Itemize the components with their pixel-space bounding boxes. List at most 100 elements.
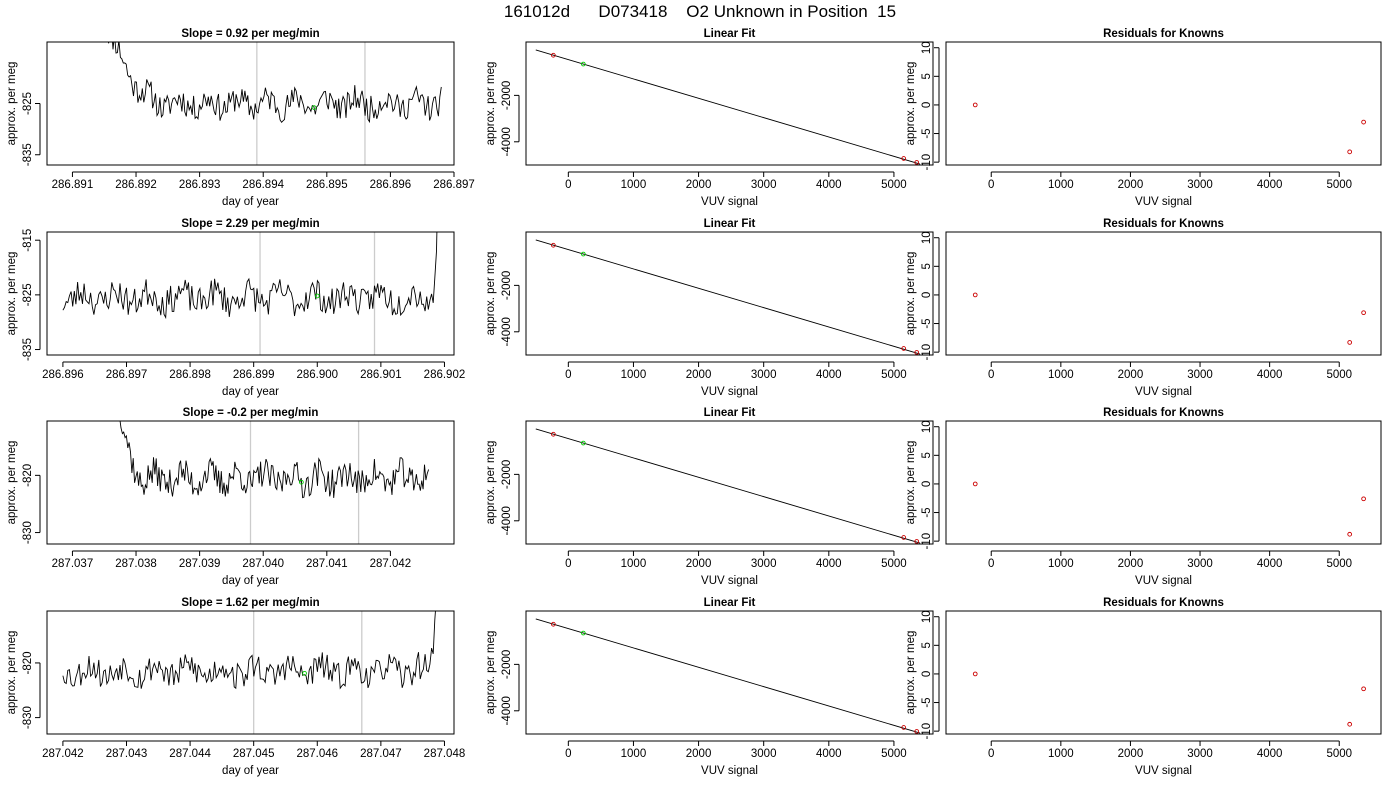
x-axis-label: VUV signal — [1135, 765, 1192, 777]
x-tick-label: 4000 — [816, 179, 842, 191]
x-axis: 0 1000 2000 3000 4000 5000 — [565, 361, 907, 381]
x-tick-label: 287.048 — [424, 748, 466, 760]
x-tick-label: 286.899 — [233, 369, 275, 381]
x-tick-label: 3000 — [751, 558, 777, 570]
x-tick-label: 2000 — [686, 179, 712, 191]
x-tick-label: 0 — [565, 748, 571, 760]
x-tick-label: 5000 — [881, 179, 907, 191]
y-tick-label: -825 — [22, 283, 34, 306]
panel-0-1: Linear Fit 0 1000 2000 3000 4000 5000 VUV signa… — [485, 28, 934, 208]
y-tick-label: -4000 — [501, 696, 513, 725]
unknown-point — [314, 293, 320, 299]
x-tick-label: 1000 — [1048, 748, 1074, 760]
x-tick-label: 286.892 — [115, 179, 157, 191]
known-point — [551, 242, 556, 248]
x-tick-label: 2000 — [1118, 179, 1144, 191]
y-tick-label: 0 — [921, 481, 933, 487]
unknown-point — [299, 479, 304, 485]
y-tick-label: -5 — [921, 697, 933, 707]
unknown-point — [580, 630, 586, 636]
unknown-point — [580, 251, 586, 257]
y-tick-label: 0 — [921, 102, 933, 108]
known-point — [914, 539, 920, 544]
y-axis-label: approx. per meg — [905, 252, 917, 336]
y-axis-label: approx. per meg — [905, 631, 917, 715]
panel-2-1: Linear Fit 0 1000 2000 3000 4000 5000 VUV signa… — [485, 407, 934, 587]
known-point — [1361, 119, 1366, 125]
x-tick-label: 286.896 — [370, 179, 412, 191]
y-axis: -4000 -2000 — [501, 460, 520, 536]
x-tick-label: 3000 — [751, 369, 777, 381]
x-axis: 0 1000 2000 3000 4000 5000 — [565, 550, 907, 570]
unknown-point — [302, 670, 307, 676]
x-tick-label: 0 — [988, 179, 994, 191]
y-axis-label: approx. per meg — [6, 252, 18, 336]
y-tick-label: -820 — [22, 464, 34, 487]
x-tick-label: 287.037 — [52, 558, 94, 570]
y-tick-label: 0 — [921, 671, 933, 677]
panel-title: Linear Fit — [704, 218, 756, 230]
y-tick-label: 5 — [921, 73, 933, 79]
known-point — [1347, 721, 1353, 727]
x-tick-label: 1000 — [621, 748, 647, 760]
known-point — [1347, 531, 1353, 537]
y-axis: -4000 -2000 — [501, 271, 520, 347]
known-point — [1361, 496, 1366, 502]
x-axis-label: VUV signal — [1135, 196, 1192, 208]
plot-area — [972, 292, 1366, 345]
series-line — [62, 611, 436, 690]
x-tick-label: 5000 — [1326, 558, 1352, 570]
panel-title: Residuals for Knowns — [1103, 28, 1224, 40]
plot-area — [972, 102, 1366, 155]
series-line — [107, 42, 442, 124]
known-point — [972, 671, 978, 677]
plot-area — [535, 49, 921, 165]
x-tick-label: 287.043 — [106, 748, 148, 760]
panel-title: Linear Fit — [704, 407, 756, 419]
known-point — [1361, 686, 1366, 692]
plot-frame — [46, 610, 455, 735]
y-tick-label: -10 — [921, 533, 933, 550]
y-tick-label: -2000 — [501, 271, 513, 300]
known-point — [551, 621, 556, 627]
x-tick-label: 287.042 — [370, 558, 412, 570]
y-axis-label: approx. per meg — [485, 631, 497, 715]
y-axis: -830 -820 — [22, 464, 41, 544]
x-tick-label: 0 — [565, 179, 571, 191]
panel-title: Slope = 2.29 per meg/min — [181, 218, 319, 230]
y-tick-label: 10 — [921, 41, 933, 54]
x-axis-label: VUV signal — [701, 196, 758, 208]
plot-frame — [46, 41, 455, 166]
x-axis-label: VUV signal — [701, 386, 758, 398]
x-tick-label: 287.041 — [306, 558, 348, 570]
x-tick-label: 1000 — [1048, 179, 1074, 191]
x-tick-label: 0 — [988, 369, 994, 381]
x-tick-label: 287.039 — [179, 558, 221, 570]
y-tick-label: -4000 — [501, 317, 513, 346]
x-axis: 0 1000 2000 3000 4000 5000 — [988, 361, 1352, 381]
series-line — [62, 232, 438, 320]
y-tick-label: -4000 — [501, 127, 513, 156]
known-point — [551, 431, 556, 437]
x-tick-label: 2000 — [686, 369, 712, 381]
x-tick-label: 3000 — [1187, 558, 1213, 570]
plot-frame — [945, 420, 1382, 545]
x-tick-label: 286.896 — [42, 369, 84, 381]
x-tick-label: 1000 — [621, 369, 647, 381]
plot-frame — [46, 420, 455, 545]
y-axis-label: approx. per meg — [6, 441, 18, 525]
x-axis-label: VUV signal — [701, 575, 758, 587]
x-axis: 0 1000 2000 3000 4000 5000 — [565, 740, 907, 760]
x-tick-label: 0 — [988, 748, 994, 760]
x-tick-label: 286.902 — [424, 369, 466, 381]
plot-area — [107, 42, 442, 165]
panel-title: Residuals for Knowns — [1103, 407, 1224, 419]
x-tick-label: 286.895 — [306, 179, 348, 191]
x-tick-label: 286.893 — [179, 179, 221, 191]
y-axis-label: approx. per meg — [6, 62, 18, 146]
y-axis: -10 -5 0 5 10 — [921, 41, 940, 170]
